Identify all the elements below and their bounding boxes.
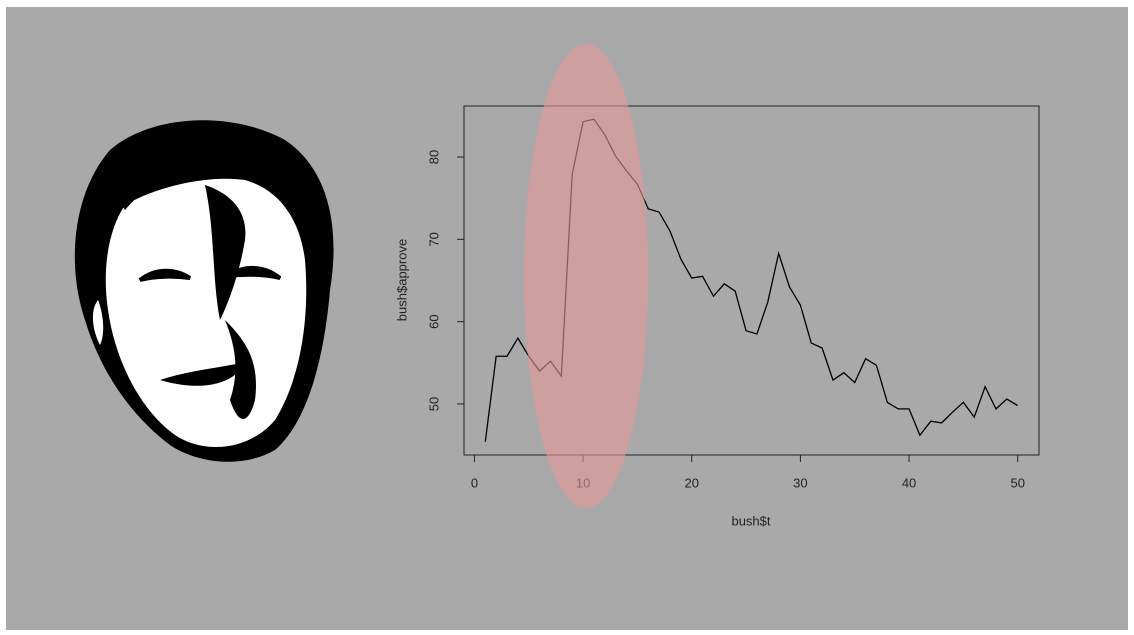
x-tick-label: 0 [471, 475, 478, 490]
page: bush$t bush$approve 0102030405050607080 … [0, 0, 1134, 635]
y-axis-label: bush$approve [394, 239, 409, 321]
x-tick-label: 20 [685, 475, 699, 490]
x-tick-label: 30 [793, 475, 807, 490]
highlight-ellipse [524, 44, 648, 508]
x-tick-label: 40 [902, 475, 916, 490]
x-tick-label: 50 [1010, 475, 1024, 490]
y-tick-label: 50 [426, 397, 441, 411]
y-tick-label: 60 [426, 314, 441, 328]
slide: bush$t bush$approve 0102030405050607080 [0, 0, 1134, 635]
y-tick-label: 70 [426, 232, 441, 246]
x-axis-label: bush$t [731, 513, 770, 528]
y-tick-label: 80 [426, 150, 441, 164]
